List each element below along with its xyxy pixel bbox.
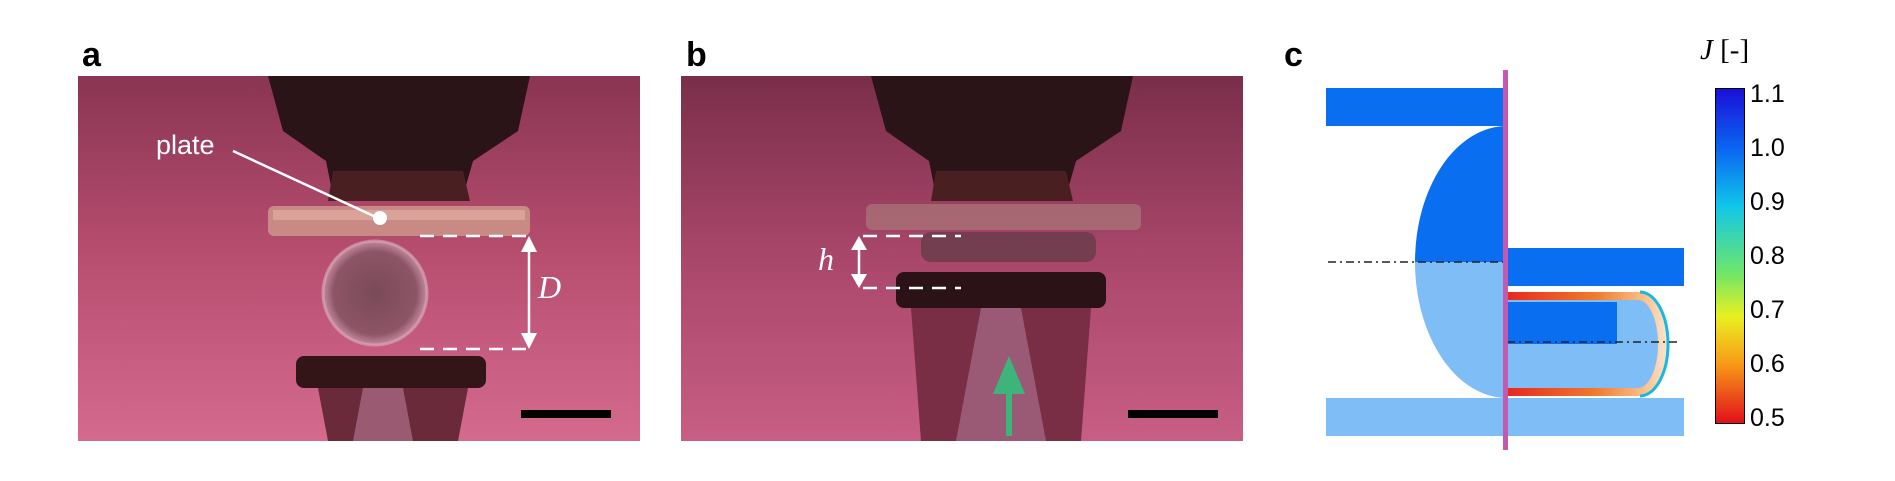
simulation-schematic xyxy=(1300,60,1700,460)
dimension-label-h: h xyxy=(818,241,834,277)
top-plate-left xyxy=(1326,88,1507,126)
colorbar-tick: 0.7 xyxy=(1750,296,1785,324)
colorbar-tick: 0.5 xyxy=(1750,404,1785,432)
colorbar-tick: 0.8 xyxy=(1750,242,1785,270)
colorbar xyxy=(1715,88,1745,424)
colorbar-symbol: J xyxy=(1700,34,1713,66)
colorbar-tick: 1.0 xyxy=(1750,134,1785,162)
dimension-label-d: D xyxy=(538,269,562,305)
panel-letter-c: c xyxy=(1284,36,1303,74)
colorbar-tick: 0.9 xyxy=(1750,188,1785,216)
micrograph-a: plate D xyxy=(78,76,640,441)
panel-letter-a: a xyxy=(82,36,101,74)
colorbar-title: J [-] xyxy=(1700,34,1749,67)
plate-label: plate xyxy=(156,130,215,160)
colorbar-tick: 0.6 xyxy=(1750,350,1785,378)
colorbar-unit: [-] xyxy=(1720,34,1750,66)
micrograph-b: h xyxy=(681,76,1243,441)
colorbar-tick: 1.1 xyxy=(1750,80,1785,108)
panel-letter-b: b xyxy=(686,36,707,74)
